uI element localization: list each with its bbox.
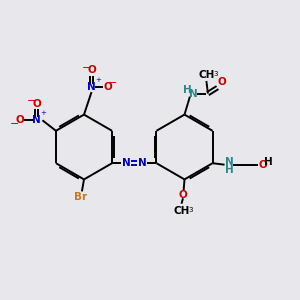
Text: H: H [264,157,273,167]
Text: 3: 3 [213,71,218,77]
Text: 3: 3 [188,207,193,213]
Text: CH: CH [198,70,214,80]
Text: N: N [87,82,96,92]
Text: H: H [183,85,192,95]
Text: O: O [259,160,268,170]
Text: O: O [32,99,41,109]
Text: N: N [189,88,198,99]
Text: −: − [27,96,36,106]
Text: N: N [225,157,233,167]
Text: O: O [16,115,24,125]
Text: +: + [96,77,102,83]
Text: N: N [138,158,147,168]
Text: O: O [87,65,96,75]
Text: H: H [225,165,233,175]
Text: N: N [122,158,130,168]
Text: −: − [10,118,20,129]
Text: O: O [178,190,188,200]
Text: −: − [82,63,91,73]
Text: +: + [40,110,46,116]
Text: O: O [103,82,112,92]
Text: N: N [32,115,41,125]
Text: CH: CH [173,206,190,216]
Text: O: O [218,77,226,87]
Text: Br: Br [74,191,87,202]
Text: −: − [108,78,117,88]
